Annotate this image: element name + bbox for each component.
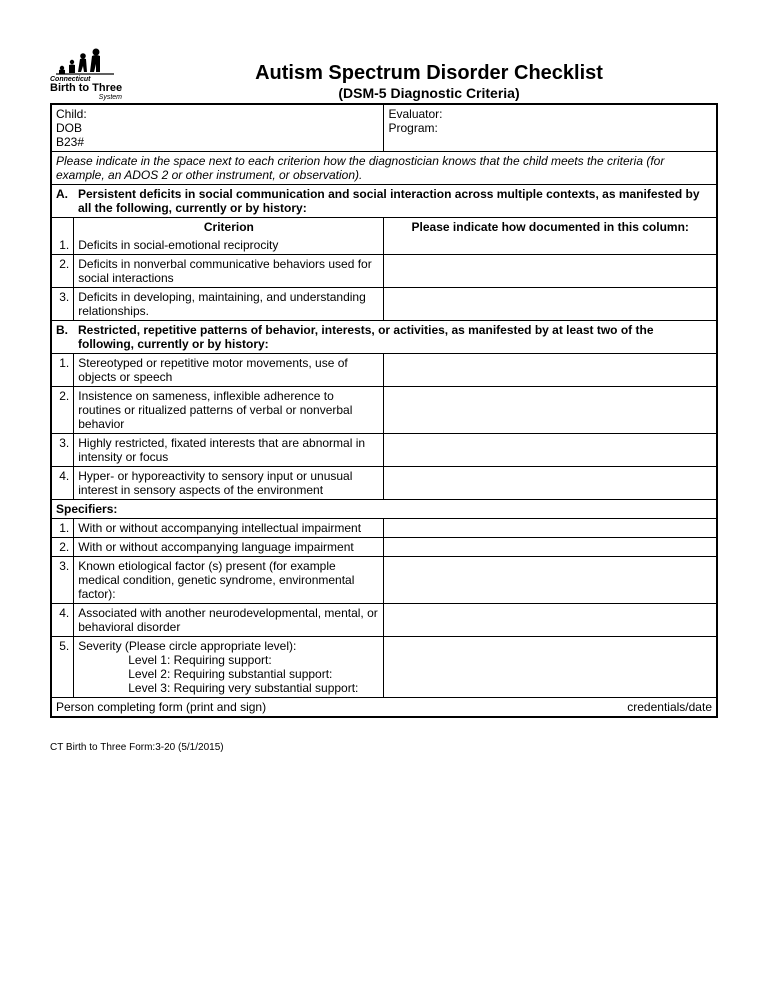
b1-text: Stereotyped or repetitive motor movement… xyxy=(74,354,384,387)
a2-text: Deficits in nonverbal communicative beha… xyxy=(74,255,384,288)
b3-doc[interactable] xyxy=(384,434,717,467)
section-b-cell: B. Restricted, repetitive patterns of be… xyxy=(51,321,717,354)
s2-doc[interactable] xyxy=(384,538,717,557)
b2-doc[interactable] xyxy=(384,387,717,434)
section-a-cell: A. Persistent deficits in social communi… xyxy=(51,185,717,218)
section-a-label: A. xyxy=(56,187,78,215)
family-silhouette-icon xyxy=(50,46,120,76)
severity-level-2[interactable]: Level 2: Requiring substantial support: xyxy=(78,667,379,681)
s3-text: Known etiological factor (s) present (fo… xyxy=(74,557,384,604)
s4-text: Associated with another neurodevelopment… xyxy=(74,604,384,637)
program-label: Program: xyxy=(388,121,712,135)
b23-label: B23# xyxy=(56,135,379,149)
logo: Connecticut Birth to Three System xyxy=(50,40,140,101)
s1-text: With or without accompanying intellectua… xyxy=(74,519,384,538)
b3-text: Highly restricted, fixated interests tha… xyxy=(74,434,384,467)
b3-num: 3. xyxy=(51,434,74,467)
specifiers-title: Specifiers: xyxy=(51,500,717,519)
title-block: Autism Spectrum Disorder Checklist (DSM-… xyxy=(140,62,718,101)
criterion-a3: 3. Deficits in developing, maintaining, … xyxy=(51,288,717,321)
instruction-row: Please indicate in the space next to eac… xyxy=(51,152,717,185)
a2-doc[interactable] xyxy=(384,255,717,288)
page-subtitle: (DSM-5 Diagnostic Criteria) xyxy=(140,85,718,101)
criterion-b3: 3. Highly restricted, fixated interests … xyxy=(51,434,717,467)
header: Connecticut Birth to Three System Autism… xyxy=(50,40,718,101)
signature-left-label: Person completing form (print and sign) xyxy=(56,700,266,714)
a3-text: Deficits in developing, maintaining, and… xyxy=(74,288,384,321)
specifier-2: 2. With or without accompanying language… xyxy=(51,538,717,557)
s5-cell: Severity (Please circle appropriate leve… xyxy=(74,637,384,698)
info-left: Child: DOB B23# xyxy=(51,104,384,152)
signature-row: Person completing form (print and sign) … xyxy=(51,698,717,718)
document-page: Connecticut Birth to Three System Autism… xyxy=(50,40,718,753)
s3-doc[interactable] xyxy=(384,557,717,604)
s4-num: 4. xyxy=(51,604,74,637)
a1-text: Deficits in social-emotional reciprocity xyxy=(74,236,384,255)
info-right: Evaluator: Program: xyxy=(384,104,717,152)
s2-text: With or without accompanying language im… xyxy=(74,538,384,557)
a2-num: 2. xyxy=(51,255,74,288)
criterion-header: Criterion xyxy=(74,218,384,237)
s2-num: 2. xyxy=(51,538,74,557)
severity-level-3[interactable]: Level 3: Requiring very substantial supp… xyxy=(78,681,379,695)
severity-prompt: Severity (Please circle appropriate leve… xyxy=(78,639,379,653)
b4-doc[interactable] xyxy=(384,467,717,500)
b1-doc[interactable] xyxy=(384,354,717,387)
signature-right-label: credentials/date xyxy=(627,700,712,714)
section-b-header: B. Restricted, repetitive patterns of be… xyxy=(51,321,717,354)
blank-num-header xyxy=(51,218,74,237)
criterion-b1: 1. Stereotyped or repetitive motor movem… xyxy=(51,354,717,387)
b2-text: Insistence on sameness, inflexible adher… xyxy=(74,387,384,434)
b4-num: 4. xyxy=(51,467,74,500)
s4-doc[interactable] xyxy=(384,604,717,637)
specifier-5-severity: 5. Severity (Please circle appropriate l… xyxy=(51,637,717,698)
a3-doc[interactable] xyxy=(384,288,717,321)
info-row: Child: DOB B23# Evaluator: Program: xyxy=(51,104,717,152)
form-table: Child: DOB B23# Evaluator: Program: Plea… xyxy=(50,103,718,718)
s5-num: 5. xyxy=(51,637,74,698)
s3-num: 3. xyxy=(51,557,74,604)
footer-text: CT Birth to Three Form:3-20 (5/1/2015) xyxy=(50,742,718,753)
b4-text: Hyper- or hyporeactivity to sensory inpu… xyxy=(74,467,384,500)
evaluator-label: Evaluator: xyxy=(388,107,712,121)
column-header-row: Criterion Please indicate how documented… xyxy=(51,218,717,237)
s1-doc[interactable] xyxy=(384,519,717,538)
s1-num: 1. xyxy=(51,519,74,538)
page-title: Autism Spectrum Disorder Checklist xyxy=(140,62,718,85)
child-label: Child: xyxy=(56,107,379,121)
doc-header: Please indicate how documented in this c… xyxy=(384,218,717,255)
signature-cell: Person completing form (print and sign) … xyxy=(51,698,717,718)
a1-num: 1. xyxy=(51,236,74,255)
criterion-a2: 2. Deficits in nonverbal communicative b… xyxy=(51,255,717,288)
section-b-label: B. xyxy=(56,323,78,351)
criterion-b4: 4. Hyper- or hyporeactivity to sensory i… xyxy=(51,467,717,500)
a3-num: 3. xyxy=(51,288,74,321)
s5-doc[interactable] xyxy=(384,637,717,698)
specifier-4: 4. Associated with another neurodevelopm… xyxy=(51,604,717,637)
logo-text-sub: System xyxy=(50,94,122,101)
dob-label: DOB xyxy=(56,121,379,135)
section-a-text: Persistent deficits in social communicat… xyxy=(78,187,712,215)
b1-num: 1. xyxy=(51,354,74,387)
b2-num: 2. xyxy=(51,387,74,434)
severity-level-1[interactable]: Level 1: Requiring support: xyxy=(78,653,379,667)
instruction-text: Please indicate in the space next to eac… xyxy=(51,152,717,185)
specifier-3: 3. Known etiological factor (s) present … xyxy=(51,557,717,604)
section-a-header: A. Persistent deficits in social communi… xyxy=(51,185,717,218)
logo-text-main: Birth to Three xyxy=(50,83,122,94)
section-b-text: Restricted, repetitive patterns of behav… xyxy=(78,323,712,351)
criterion-b2: 2. Insistence on sameness, inflexible ad… xyxy=(51,387,717,434)
specifiers-header: Specifiers: xyxy=(51,500,717,519)
specifier-1: 1. With or without accompanying intellec… xyxy=(51,519,717,538)
